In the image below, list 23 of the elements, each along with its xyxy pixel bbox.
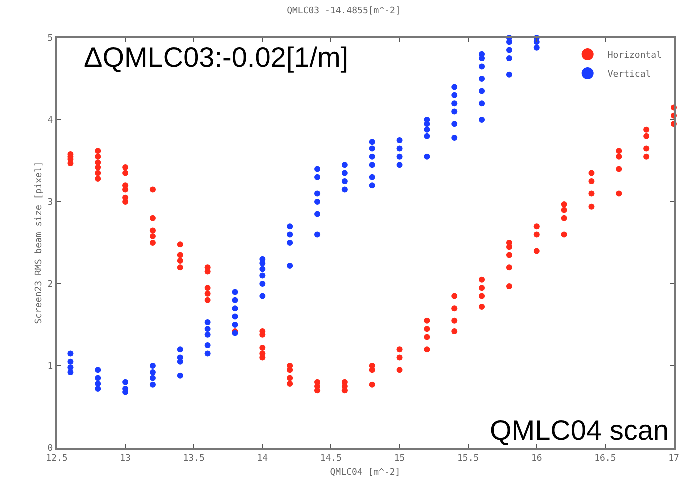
x-tick-label: 16.5 — [594, 454, 616, 464]
x-tick-label: 16 — [531, 454, 542, 464]
x-axis-title: QMLC04 [m^-2] — [330, 468, 401, 478]
y-axis-title: Screen23 RMS beam size [pixel] — [34, 162, 45, 324]
chart-title: QMLC03 -14.4855[m^-2] — [287, 6, 401, 17]
y-tick-label: 2 — [48, 280, 54, 290]
x-tick-label: 13.5 — [183, 454, 205, 464]
annotation: ΔQMLC03:-0.02[1/m] — [84, 42, 349, 73]
legend-label: Vertical — [608, 70, 652, 80]
y-tick-label: 3 — [48, 198, 54, 208]
x-tick-label: 15.5 — [457, 454, 480, 464]
y-tick-label: 0 — [48, 444, 54, 454]
y-tick-label: 5 — [48, 34, 54, 44]
annotation: QMLC04 scan — [490, 415, 669, 446]
x-tick-label: 15 — [394, 454, 406, 464]
x-tick-label: 14 — [257, 454, 268, 464]
x-tick-label: 17 — [668, 454, 680, 464]
x-tick-label: 12.5 — [46, 454, 68, 464]
y-tick-label: 1 — [48, 362, 54, 372]
x-tick-label: 13 — [120, 454, 131, 464]
x-tick-label: 14.5 — [320, 454, 342, 464]
y-tick-label: 4 — [48, 116, 54, 126]
legend-label: Horizontal — [608, 51, 662, 62]
